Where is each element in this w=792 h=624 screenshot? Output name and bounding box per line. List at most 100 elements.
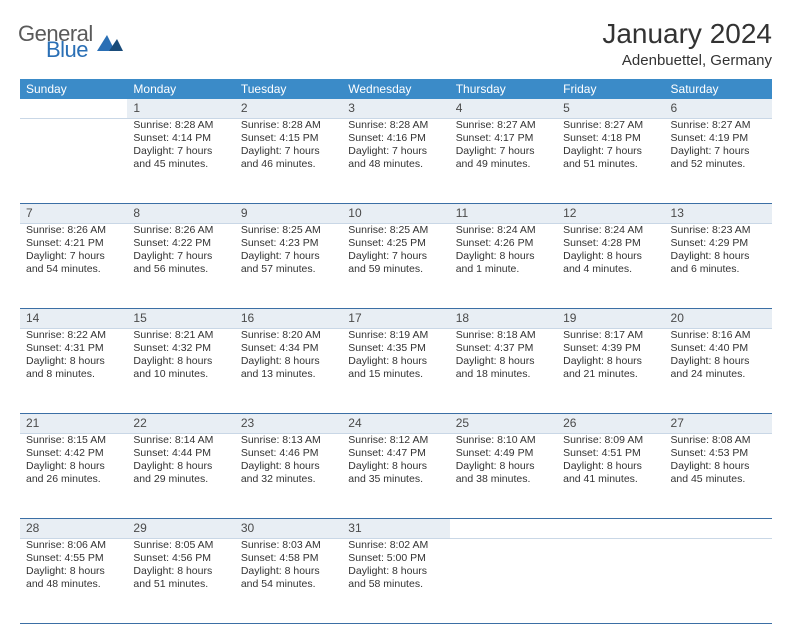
day-cell-line: Sunrise: 8:24 AM — [563, 224, 658, 237]
day-number: 5 — [557, 99, 664, 119]
day-cell: Sunrise: 8:02 AMSunset: 5:00 PMDaylight:… — [342, 539, 449, 624]
day-cell-line: Sunrise: 8:06 AM — [26, 539, 121, 552]
day-cell-line: Sunset: 4:47 PM — [348, 447, 443, 460]
day-cell — [557, 539, 664, 624]
day-number: 8 — [127, 204, 234, 224]
day-number: 2 — [235, 99, 342, 119]
day-cell: Sunrise: 8:10 AMSunset: 4:49 PMDaylight:… — [450, 434, 557, 519]
day-cell-line: Sunset: 5:00 PM — [348, 552, 443, 565]
day-number: 1 — [127, 99, 234, 119]
day-cell-line: and 8 minutes. — [26, 368, 121, 381]
day-cell: Sunrise: 8:28 AMSunset: 4:16 PMDaylight:… — [342, 119, 449, 204]
day-cell-line: Sunrise: 8:17 AM — [563, 329, 658, 342]
day-cell: Sunrise: 8:13 AMSunset: 4:46 PMDaylight:… — [235, 434, 342, 519]
day-cell-line: Daylight: 7 hours — [348, 145, 443, 158]
daynum-row: 123456 — [20, 99, 772, 119]
day-cell-line: Sunrise: 8:27 AM — [671, 119, 766, 132]
day-cell-line: Sunrise: 8:02 AM — [348, 539, 443, 552]
day-cell-line: and 15 minutes. — [348, 368, 443, 381]
day-cell-line: Sunset: 4:39 PM — [563, 342, 658, 355]
day-cell-line: and 41 minutes. — [563, 473, 658, 486]
calendar-thead: SundayMondayTuesdayWednesdayThursdayFrid… — [20, 79, 772, 99]
day-cell-line: Sunset: 4:29 PM — [671, 237, 766, 250]
daynum-row: 21222324252627 — [20, 414, 772, 434]
day-cell-line: Daylight: 8 hours — [456, 250, 551, 263]
day-cell-line: Sunset: 4:37 PM — [456, 342, 551, 355]
day-cell-line: Sunset: 4:46 PM — [241, 447, 336, 460]
day-cell: Sunrise: 8:25 AMSunset: 4:23 PMDaylight:… — [235, 224, 342, 309]
day-cell: Sunrise: 8:26 AMSunset: 4:22 PMDaylight:… — [127, 224, 234, 309]
day-cell-line: Sunrise: 8:28 AM — [133, 119, 228, 132]
day-cell-line: Sunset: 4:31 PM — [26, 342, 121, 355]
day-cell-line: Daylight: 7 hours — [133, 250, 228, 263]
day-cell-line: and 45 minutes. — [133, 158, 228, 171]
day-cell: Sunrise: 8:06 AMSunset: 4:55 PMDaylight:… — [20, 539, 127, 624]
day-cell-line: and 38 minutes. — [456, 473, 551, 486]
day-cell-line: Sunrise: 8:16 AM — [671, 329, 766, 342]
day-cell-line: Sunrise: 8:25 AM — [241, 224, 336, 237]
day-number: 30 — [235, 519, 342, 539]
day-cell-line: Daylight: 8 hours — [563, 355, 658, 368]
day-cell-line: Sunrise: 8:28 AM — [348, 119, 443, 132]
day-cell-line: and 29 minutes. — [133, 473, 228, 486]
calendar-body: 123456Sunrise: 8:28 AMSunset: 4:14 PMDay… — [20, 99, 772, 624]
logo-word-2: Blue — [46, 40, 93, 60]
day-cell: Sunrise: 8:28 AMSunset: 4:14 PMDaylight:… — [127, 119, 234, 204]
day-number: 19 — [557, 309, 664, 329]
day-cell-line: Daylight: 8 hours — [26, 460, 121, 473]
day-cell-line: Daylight: 8 hours — [241, 460, 336, 473]
day-header: Tuesday — [235, 79, 342, 99]
daynum-row: 14151617181920 — [20, 309, 772, 329]
day-cell-line: Sunset: 4:51 PM — [563, 447, 658, 460]
day-number: 6 — [665, 99, 772, 119]
day-cell-line: and 6 minutes. — [671, 263, 766, 276]
day-cell-line: and 24 minutes. — [671, 368, 766, 381]
day-number: 27 — [665, 414, 772, 434]
day-number: 16 — [235, 309, 342, 329]
day-cell-line: Sunrise: 8:03 AM — [241, 539, 336, 552]
day-number — [665, 519, 772, 539]
day-cell-line: and 48 minutes. — [348, 158, 443, 171]
day-cell-line: and 51 minutes. — [563, 158, 658, 171]
day-cell-line: Daylight: 7 hours — [133, 145, 228, 158]
day-cell-line: Sunrise: 8:09 AM — [563, 434, 658, 447]
day-number — [20, 99, 127, 119]
daynum-row: 78910111213 — [20, 204, 772, 224]
day-cell-line: Daylight: 8 hours — [348, 565, 443, 578]
day-cell: Sunrise: 8:08 AMSunset: 4:53 PMDaylight:… — [665, 434, 772, 519]
day-cell-line: Sunset: 4:40 PM — [671, 342, 766, 355]
day-cell-line: Sunrise: 8:24 AM — [456, 224, 551, 237]
day-cell-line: Sunrise: 8:20 AM — [241, 329, 336, 342]
day-number: 20 — [665, 309, 772, 329]
page-header: General Blue January 2024 Adenbuettel, G… — [20, 18, 772, 69]
day-cell-line: and 46 minutes. — [241, 158, 336, 171]
day-cell-line: Sunrise: 8:25 AM — [348, 224, 443, 237]
day-cell-line: Sunrise: 8:14 AM — [133, 434, 228, 447]
day-cell-line: Daylight: 8 hours — [671, 460, 766, 473]
day-cell-line: and 54 minutes. — [241, 578, 336, 591]
day-number: 25 — [450, 414, 557, 434]
day-cell-line: Sunset: 4:55 PM — [26, 552, 121, 565]
day-cell: Sunrise: 8:12 AMSunset: 4:47 PMDaylight:… — [342, 434, 449, 519]
day-cell-line: Daylight: 8 hours — [133, 355, 228, 368]
day-cell-line: and 58 minutes. — [348, 578, 443, 591]
day-cell-line: Sunset: 4:26 PM — [456, 237, 551, 250]
day-cell-line: and 45 minutes. — [671, 473, 766, 486]
day-header: Thursday — [450, 79, 557, 99]
day-number: 26 — [557, 414, 664, 434]
day-header: Sunday — [20, 79, 127, 99]
title-block: January 2024 Adenbuettel, Germany — [602, 18, 772, 69]
day-number: 21 — [20, 414, 127, 434]
day-cell: Sunrise: 8:18 AMSunset: 4:37 PMDaylight:… — [450, 329, 557, 414]
day-cell-line: and 32 minutes. — [241, 473, 336, 486]
day-header: Wednesday — [342, 79, 449, 99]
day-cell: Sunrise: 8:24 AMSunset: 4:28 PMDaylight:… — [557, 224, 664, 309]
day-cell-line: Sunrise: 8:13 AM — [241, 434, 336, 447]
day-number: 17 — [342, 309, 449, 329]
day-cell-line: Sunset: 4:14 PM — [133, 132, 228, 145]
day-number: 4 — [450, 99, 557, 119]
week-row: Sunrise: 8:28 AMSunset: 4:14 PMDaylight:… — [20, 119, 772, 204]
month-title: January 2024 — [602, 18, 772, 50]
day-cell-line: and 35 minutes. — [348, 473, 443, 486]
day-cell-line: Sunset: 4:35 PM — [348, 342, 443, 355]
